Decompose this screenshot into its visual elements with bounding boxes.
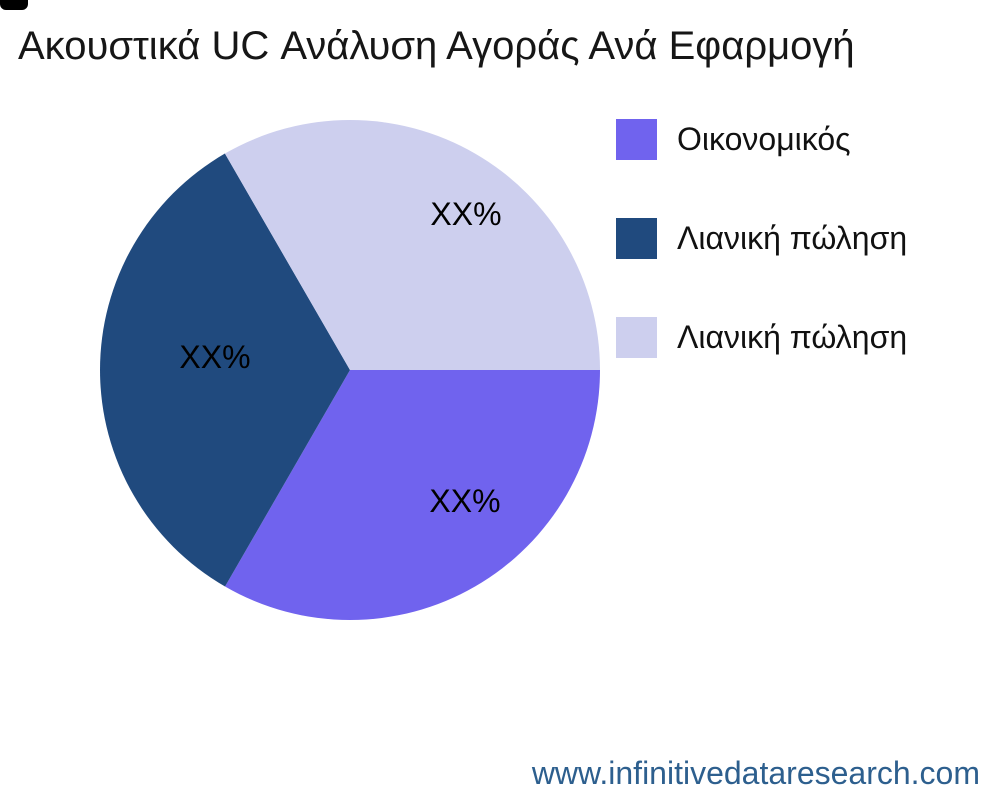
legend-label-0: Οικονομικός (677, 121, 851, 157)
pie-slice-value-label-2: XX% (430, 196, 501, 232)
corner-artifact-mark (0, 0, 28, 10)
legend-label-1: Λιανική πώληση (677, 220, 908, 256)
chart-title: Ακουστικά UC Ανάλυση Αγοράς Ανά Εφαρμογή (18, 24, 855, 68)
footer-website-link[interactable]: www.infinitivedataresearch.com (531, 755, 980, 791)
legend-label-2: Λιανική πώληση (677, 319, 908, 355)
pie-slice-2 (224, 120, 600, 370)
legend-color-swatch-0 (616, 119, 657, 160)
legend-color-swatch-2 (616, 317, 657, 358)
legend-item-1: Λιανική πώληση (616, 218, 907, 259)
pie-slice-value-label-0: XX% (429, 483, 500, 519)
pie-slice-0 (225, 370, 601, 620)
chart-legend: Οικονομικός Λιανική πώληση Λιανική πώληση (616, 119, 907, 416)
pie-slice-value-label-1: XX% (179, 339, 250, 375)
legend-item-2: Λιανική πώληση (616, 317, 907, 358)
legend-color-swatch-1 (616, 218, 657, 259)
pie-slice-1 (100, 153, 351, 587)
legend-item-0: Οικονομικός (616, 119, 907, 160)
